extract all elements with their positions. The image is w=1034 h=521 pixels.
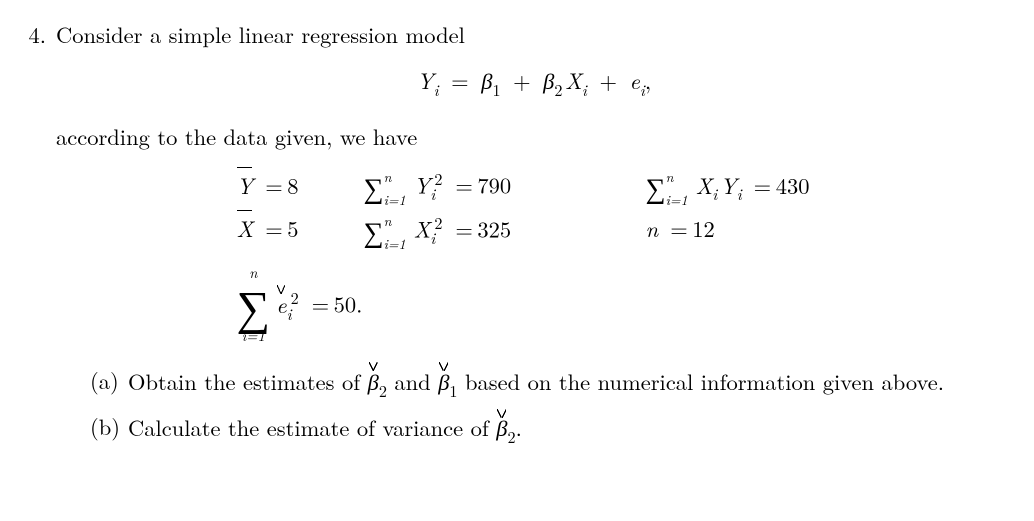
row-2: X =5 ∑ n i=1 Xi2 =325 n =12 [237,209,832,249]
question-body: Consider a simple linear regression mode… [56,18,1012,449]
sym-e: e [630,64,640,96]
part-a-text: Obtain the estimates of β2 and β1 based … [128,364,1012,401]
intro-text: Consider a simple linear regression mode… [56,18,1012,50]
sub-i2: i [582,78,587,101]
Xbar-sym: X [237,209,254,244]
ehat-sym: e [276,287,286,320]
line2-text: according to the data given, we have [56,120,1012,152]
n-val: 12 [692,212,715,244]
data-block: Y =8 ∑ n i=1 Yi2 =790 ∑ [56,166,1012,344]
model-equation: Yi = β1 + β2Xi + ei, [56,64,1012,100]
Ybar-sym: Y [237,166,254,201]
part-b: (b) Calculate the estimate of variance o… [90,410,1012,447]
beta2-hat: β [368,364,379,397]
part-b-label: (b) [90,410,128,442]
part-a: (a) Obtain the estimates of β2 and β1 ba… [90,364,1012,401]
plus-2: + [599,64,617,96]
resid-val: 50. [334,288,363,320]
sumXY-val: 430 [776,169,810,201]
sumY2-val: 790 [477,169,511,201]
sigma-X2: ∑ n i=1 [364,217,384,249]
eq-sign: = [451,64,469,96]
sym-Y: Y [417,64,434,96]
question-number: 4. [6,18,56,50]
Y2-sym: Y [414,169,431,201]
sym-beta2: β [543,64,554,96]
part-b-text: Calculate the estimate of variance of β2… [128,410,1012,447]
row-1: Y =8 ∑ n i=1 Yi2 =790 ∑ [237,166,832,206]
question-4: 4. Consider a simple linear regression m… [6,18,1012,449]
sub-i3: i [640,78,645,101]
beta1-hat: β [438,364,449,397]
sub-1: 1 [492,78,500,101]
sigma-Y2: ∑ n i=1 [364,173,384,205]
Xbar-val: 5 [287,212,298,244]
part-a-label: (a) [90,364,128,396]
plus-1: + [513,64,531,96]
Ybar-val: 8 [287,169,298,201]
sym-beta: β [481,64,492,96]
sym-X: X [565,64,582,96]
sigma-resid: n ∑ i=1 [237,266,271,344]
sub-2: 2 [554,78,562,101]
trailing-comma: , [645,64,651,96]
sigma-XY: ∑ n i=1 [646,173,666,205]
beta2-hat-b: β [496,410,507,443]
resid-row: n ∑ i=1 ei2 =50. [237,266,363,344]
sumX2-val: 325 [477,212,511,244]
sub-i: i [434,78,439,101]
